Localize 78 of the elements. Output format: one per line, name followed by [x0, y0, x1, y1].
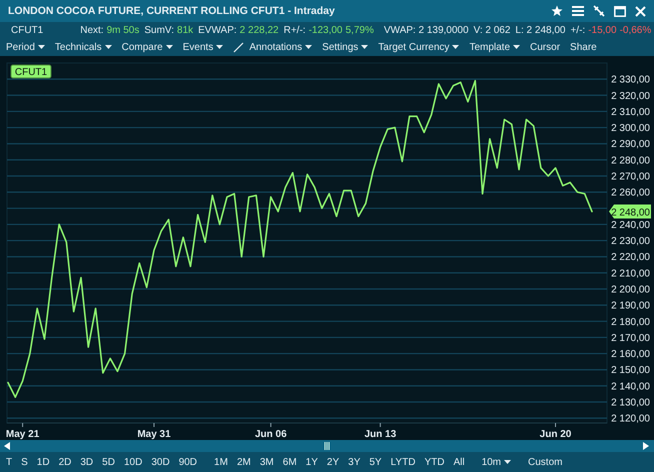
y-tick-label: 2 210,00 — [611, 268, 650, 280]
y-tick-label: 2 270,00 — [611, 172, 650, 183]
text: SumV: — [144, 25, 174, 36]
text: 10m — [482, 456, 502, 468]
text: +/-: — [570, 25, 586, 36]
text: Settings — [322, 42, 360, 53]
y-tick-label: 2 280,00 — [611, 155, 650, 166]
text: CFUT1 — [11, 25, 44, 36]
chart-title: LONDON COCOA FUTURE, CURRENT ROLLING CFUT1 - Intraday — [8, 5, 335, 17]
text: Compare — [122, 42, 164, 53]
text: Next: — [80, 25, 104, 36]
text: Target Currency — [378, 42, 450, 53]
y-tick-label: 2 260,00 — [611, 188, 650, 199]
text: Technicals — [54, 42, 103, 53]
text: 3Y — [348, 456, 360, 468]
text: 81k — [177, 25, 194, 36]
x-tick-label: Jun 20 — [540, 429, 572, 440]
text: 2D — [58, 456, 72, 468]
text: Events — [182, 42, 214, 53]
text: EVWAP: — [198, 25, 237, 36]
line-series — [7, 80, 593, 398]
y-tick-label: 2 320,00 — [611, 90, 650, 102]
text: R+/-: — [284, 25, 306, 36]
y-tick-label: 2 120,00 — [611, 414, 650, 425]
x-tick-label: May 31 — [137, 429, 172, 440]
text: S — [21, 456, 28, 468]
x-tick-label: May 21 — [6, 429, 40, 440]
text: YTD — [424, 456, 444, 468]
text: T — [6, 456, 12, 468]
y-tick-label: 2 160,00 — [611, 349, 650, 360]
y-tick-label: 2 200,00 — [611, 284, 650, 296]
y-tick-label: 2 170,00 — [611, 332, 650, 344]
text: 1D — [36, 456, 50, 468]
text: -15,00 — [588, 25, 617, 36]
text: Cursor — [530, 42, 560, 53]
text: 6M — [282, 456, 297, 468]
text: V: 2 062 — [474, 25, 510, 36]
text: 5D — [102, 456, 115, 468]
y-tick-label: 2 240,00 — [611, 220, 650, 231]
text: 30D — [151, 456, 170, 468]
y-tick-label: 2 190,00 — [611, 300, 650, 312]
y-tick-label: 2 220,00 — [611, 252, 650, 264]
text: VWAP: 2 139,0000 — [384, 25, 469, 36]
text: 2Y — [326, 456, 340, 468]
text: Custom — [528, 456, 562, 468]
y-tick-label: 2 130,00 — [611, 398, 650, 409]
y-tick-label: 2 180,00 — [611, 316, 650, 328]
y-tick-label: 2 140,00 — [611, 381, 650, 392]
x-tick-label: Jun 06 — [254, 429, 288, 440]
text: 3M — [260, 456, 274, 468]
text: 2 228,22 — [240, 25, 279, 36]
text: 90D — [178, 456, 198, 468]
text: Annotations — [248, 42, 304, 53]
text: Share — [570, 42, 597, 53]
text: 9m 50s — [106, 25, 140, 36]
text: -123,00 — [308, 25, 342, 36]
text: 1Y — [306, 456, 318, 468]
text: 2M — [236, 456, 251, 468]
y-tick-label: 2 290,00 — [611, 139, 650, 150]
annotation: 2 248,00 — [611, 208, 650, 219]
text: 3D — [80, 456, 94, 468]
text: 5,79% — [345, 25, 374, 36]
text: Template — [469, 42, 512, 53]
y-tick-label: 2 310,00 — [611, 106, 650, 118]
text: L: 2 248,00 — [515, 25, 566, 36]
text: CFUT1 — [14, 67, 48, 78]
text: -0,66% — [620, 25, 652, 36]
text: 1M — [214, 456, 228, 468]
y-tick-label: 2 300,00 — [611, 123, 650, 134]
text: 10D — [124, 456, 142, 468]
x-tick-label: Jun 13 — [364, 429, 397, 440]
y-tick-label: 2 330,00 — [611, 74, 650, 86]
text: All — [453, 456, 465, 468]
y-tick-label: 2 230,00 — [611, 236, 650, 248]
text: 5Y — [369, 456, 382, 468]
text: LYTD — [390, 456, 416, 468]
text: Period — [6, 42, 36, 53]
y-tick-label: 2 150,00 — [611, 365, 650, 376]
